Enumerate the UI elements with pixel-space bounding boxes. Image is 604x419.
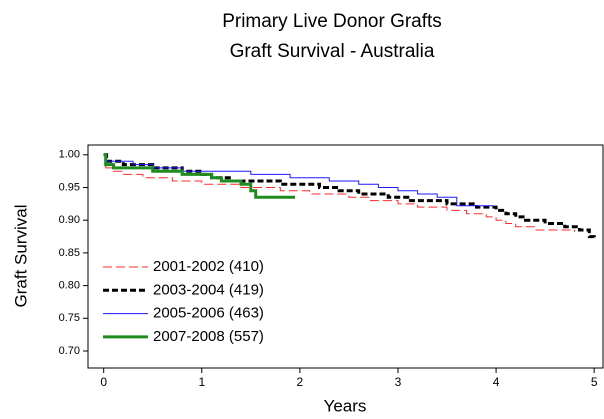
plot-frame bbox=[87, 144, 604, 369]
y-axis-label: Graft Survival bbox=[11, 205, 30, 308]
legend-label: 2003-2004 (419) bbox=[153, 281, 264, 298]
y-tick-label: 0.70 bbox=[59, 345, 80, 357]
legend-label: 2005-2006 (463) bbox=[153, 305, 264, 322]
legend-label: 2007-2008 (557) bbox=[153, 328, 264, 345]
x-tick-label: 2 bbox=[297, 375, 304, 389]
x-tick-label: 4 bbox=[493, 375, 500, 389]
chart-title: Primary Live Donor Grafts bbox=[222, 11, 442, 32]
y-tick-label: 0.95 bbox=[59, 181, 80, 193]
y-tick-label: 0.90 bbox=[59, 214, 80, 226]
x-tick-label: 3 bbox=[395, 375, 402, 389]
x-tick-label: 1 bbox=[198, 375, 205, 389]
x-tick-label: 0 bbox=[100, 375, 107, 389]
survival-line bbox=[103, 154, 576, 232]
legend-label: 2001-2002 (410) bbox=[153, 258, 264, 275]
survival-line bbox=[103, 154, 494, 207]
chart-subtitle: Graft Survival - Australia bbox=[230, 41, 435, 62]
y-tick-label: 0.80 bbox=[59, 280, 80, 292]
y-tick-label: 0.75 bbox=[59, 312, 80, 324]
y-tick-label: 1.00 bbox=[59, 149, 80, 161]
x-tick-label: 5 bbox=[591, 375, 598, 389]
y-tick-label: 0.85 bbox=[59, 247, 80, 259]
x-axis-label: Years bbox=[324, 396, 367, 415]
survival-line bbox=[103, 153, 295, 199]
